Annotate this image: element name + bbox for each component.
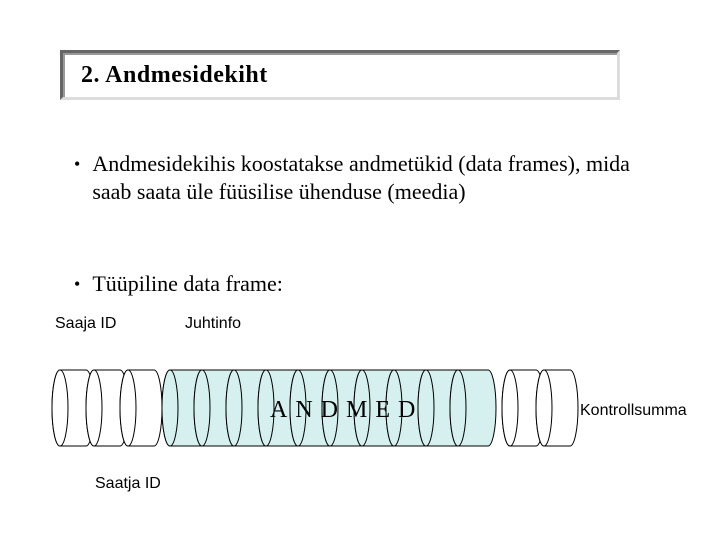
- title-box: 2. Andmesidekiht: [60, 50, 620, 100]
- label-saatja-id: Saatja ID: [95, 475, 161, 493]
- label-juhtinfo: Juhtinfo: [185, 315, 241, 333]
- bullet-1: • Andmesidekihis koostatakse andmetükid …: [70, 150, 670, 206]
- bullet-1-text: Andmesidekihis koostatakse andmetükid (d…: [92, 150, 670, 206]
- andmed-label: ANDMED: [270, 397, 423, 424]
- page-title: 2. Andmesidekiht: [81, 62, 268, 89]
- bullet-2-text: Tüüpiline data frame:: [92, 270, 283, 298]
- bullet-2: • Tüüpiline data frame:: [70, 270, 670, 298]
- label-saaja-id: Saaja ID: [55, 315, 116, 333]
- label-kontrollsumma: Kontrollsumma: [580, 402, 687, 420]
- bullet-dot-icon: •: [70, 150, 80, 178]
- bullet-dot-icon: •: [70, 270, 80, 298]
